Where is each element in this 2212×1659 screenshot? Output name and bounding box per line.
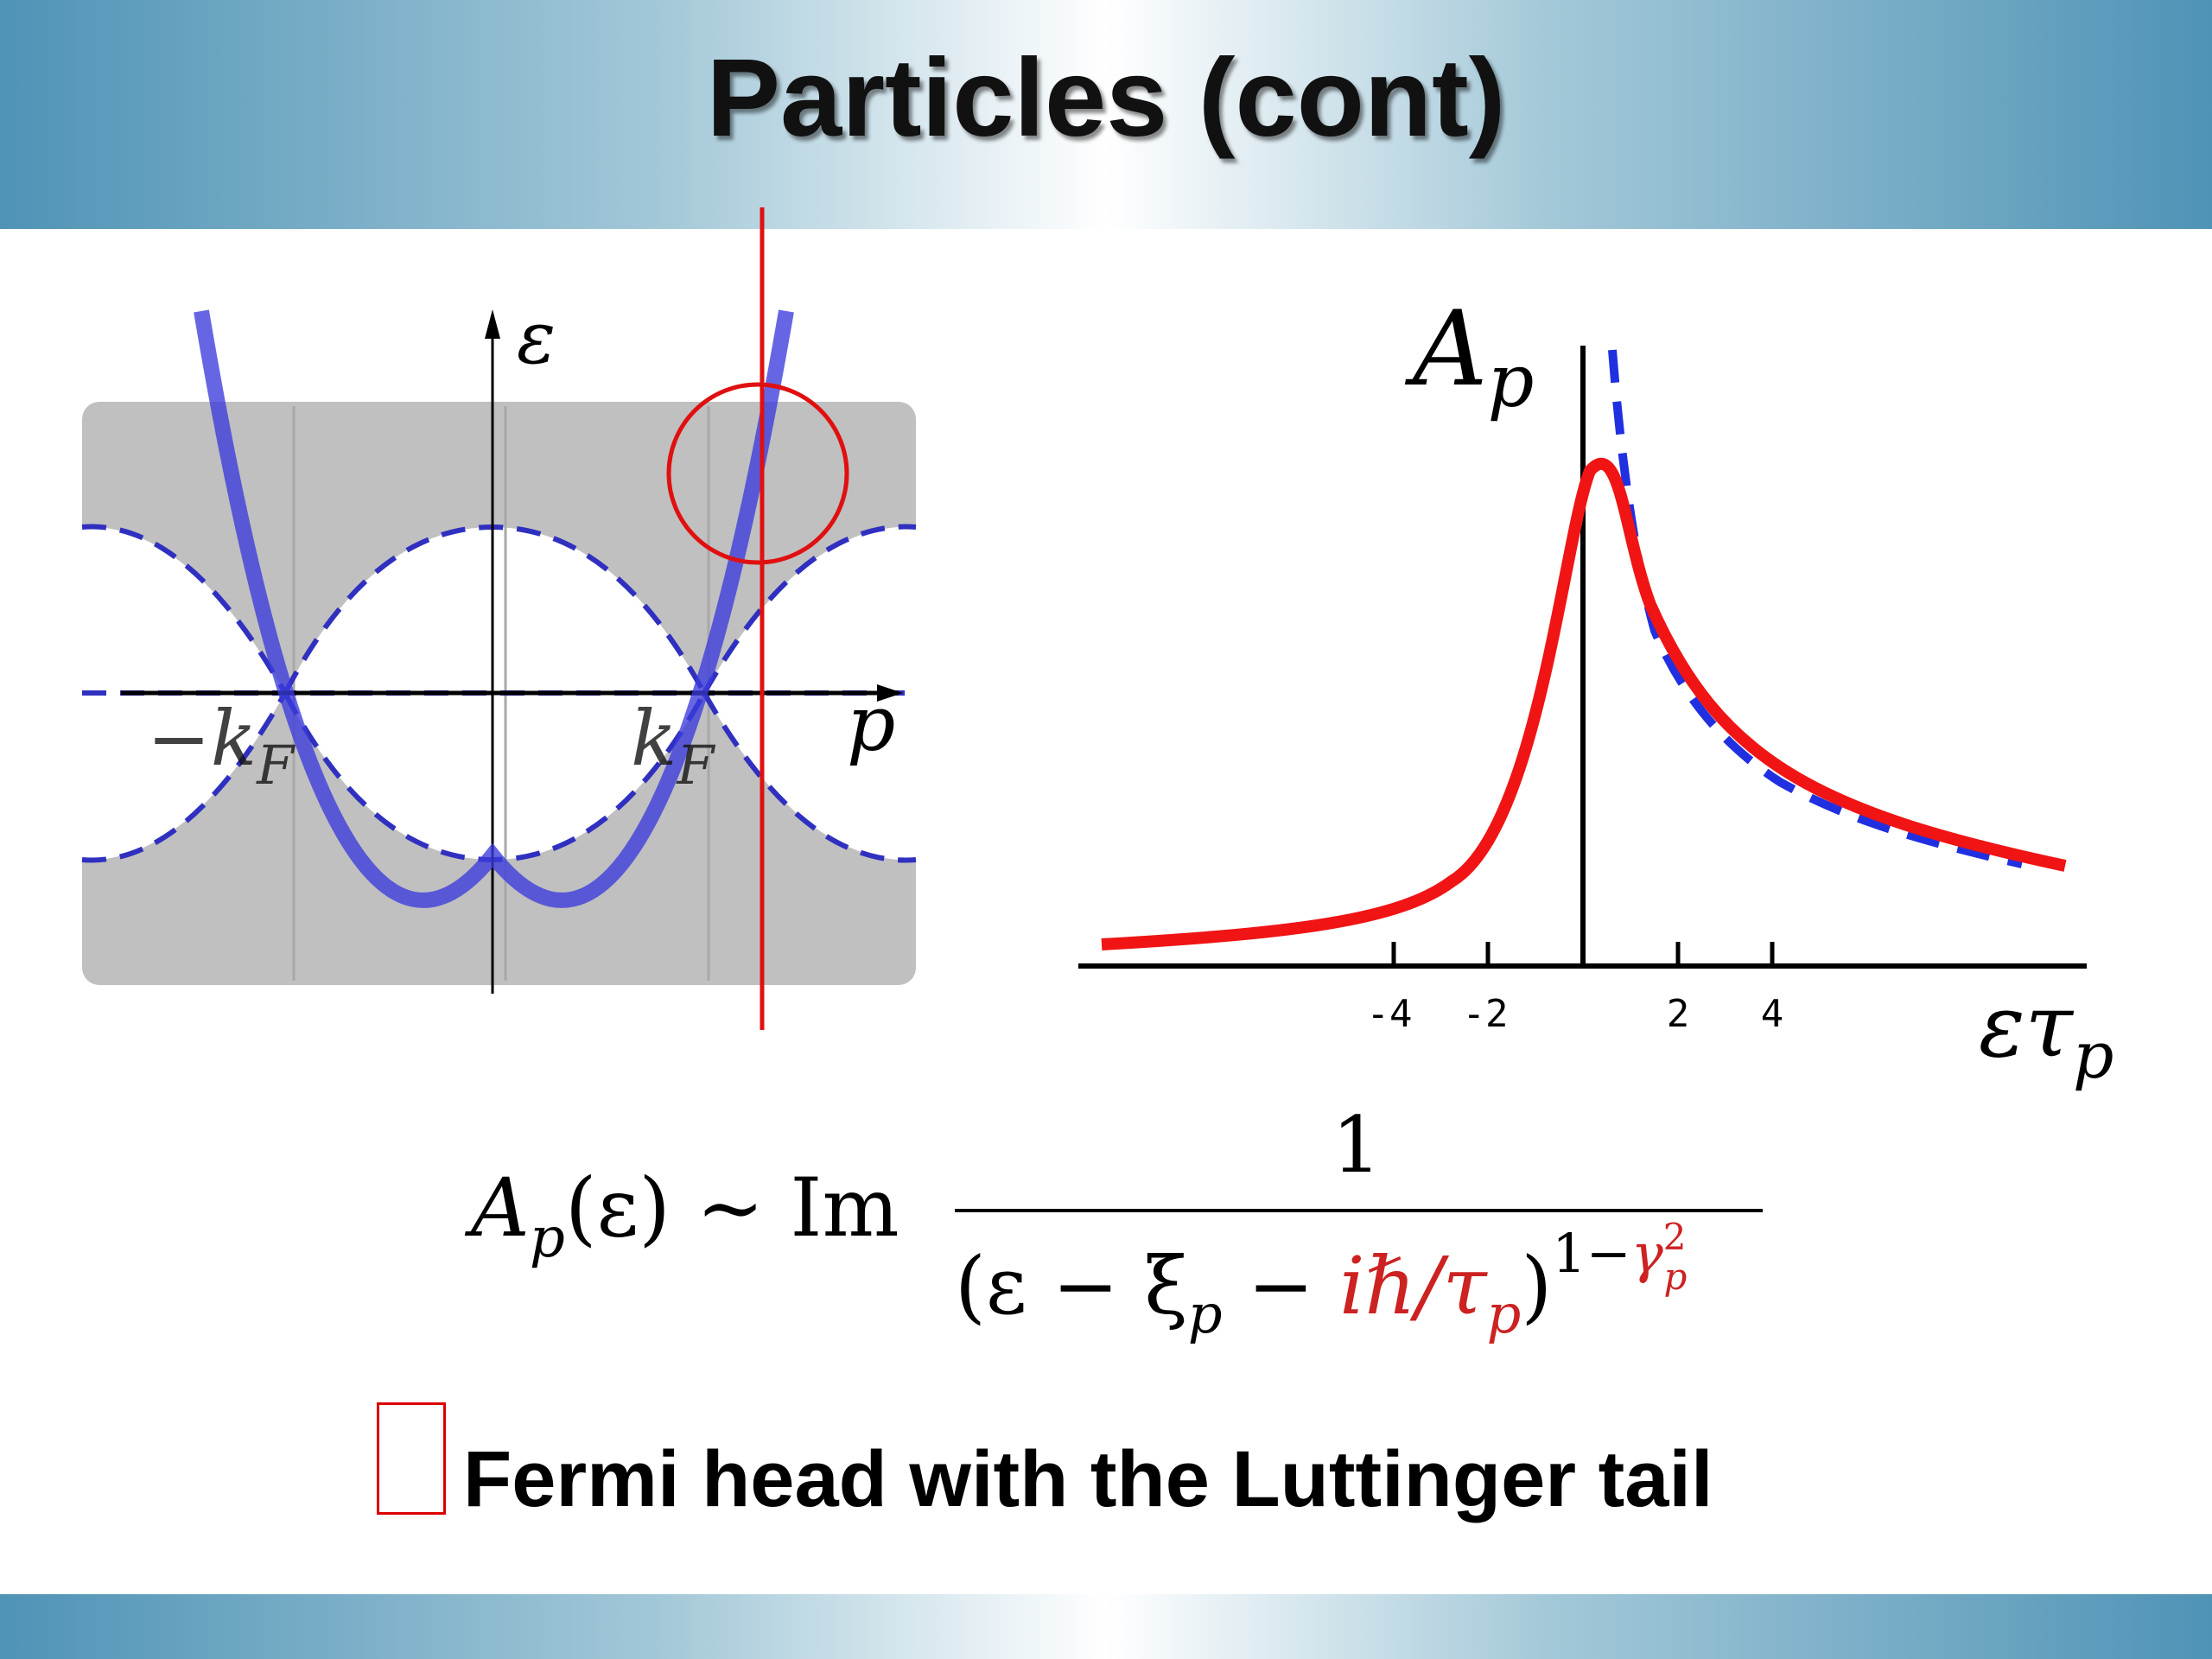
dispersion-parabola xyxy=(194,309,794,908)
bullet-text: Fermi head with the Luttinger tail xyxy=(463,1435,1713,1523)
epsilon-axis-label: ε xyxy=(517,296,556,380)
formula-lhs: Ap(ε) ∼ Im xyxy=(464,1161,899,1270)
red-circle-marker xyxy=(666,382,849,565)
chart-y-label: Ap xyxy=(1404,289,1534,423)
p-axis-label: p xyxy=(847,679,895,768)
footer-banner xyxy=(0,1594,2212,1659)
title-banner xyxy=(0,0,2212,229)
tick-label: -4 xyxy=(1367,992,1413,1036)
tick-label: -2 xyxy=(1463,992,1509,1036)
formula-numerator: 1 xyxy=(1332,1100,1381,1191)
kf-label: kF xyxy=(631,694,715,797)
solid-spectral-curve xyxy=(1101,457,2067,950)
epsilon-axis-arrow-icon xyxy=(485,309,500,339)
formula-denominator: (ε − ξp − iℏ/τp)1−γ2 p xyxy=(955,1216,1687,1345)
tick-label: 4 xyxy=(1761,992,1784,1036)
dashed-luttinger-curve xyxy=(1608,349,2024,868)
bullet-box-icon xyxy=(377,1402,446,1515)
slide-title: Particles (cont) xyxy=(706,36,1506,160)
minus-kf-label: −kF xyxy=(147,694,296,797)
chart-x-label: ετp xyxy=(1979,976,2113,1093)
p-axis-arrow-icon xyxy=(877,684,903,702)
tick-label: 2 xyxy=(1667,992,1690,1036)
